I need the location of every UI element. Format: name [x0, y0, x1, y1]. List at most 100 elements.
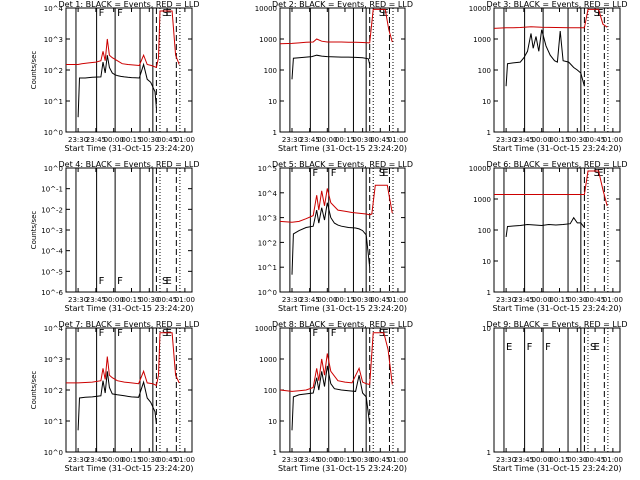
y-tick-label: 10^1	[44, 418, 63, 426]
flag-annotation: F	[545, 342, 551, 353]
flag-annotation: S	[162, 276, 168, 287]
x-axis-label: Start Time (31-Oct-15 23:24:20)	[64, 144, 193, 153]
x-tick-label: 00:45	[157, 136, 177, 144]
x-tick-label: 23:30	[68, 136, 88, 144]
x-tick-label: 00:30	[139, 296, 159, 304]
y-axis-label: Counts/sec	[30, 211, 38, 250]
x-tick-label: 01:00	[388, 136, 408, 144]
flag-annotation: F	[117, 8, 123, 19]
y-tick-label: 10^2	[44, 387, 63, 395]
y-tick-label: 100	[478, 227, 491, 235]
x-tick-label: 01:00	[603, 456, 623, 464]
x-tick-label: 00:15	[549, 296, 569, 304]
flag-annotation: E	[166, 276, 172, 287]
x-tick-label: 00:45	[370, 456, 390, 464]
x-tick-label: 00:45	[157, 296, 177, 304]
series-line-events	[77, 55, 157, 118]
y-tick-label: 10^3	[258, 215, 277, 223]
x-axis-label: Start Time (31-Oct-15 23:24:20)	[278, 304, 407, 313]
x-tick-label: 23:45	[300, 296, 320, 304]
x-axis-label: Start Time (31-Oct-15 23:24:20)	[492, 464, 621, 473]
y-tick-label: 100	[264, 67, 277, 75]
y-tick-label: 10^5	[258, 165, 277, 173]
flag-annotation: S	[379, 168, 385, 179]
panel-det-9: Det 9: BLACK = Events, RED = LLD 1 10 23:30…	[482, 320, 627, 473]
flag-annotation: S	[594, 168, 600, 179]
x-tick-label: 23:30	[282, 136, 302, 144]
flag-annotation: E	[166, 328, 172, 339]
x-tick-label: 00:15	[121, 136, 141, 144]
x-tick-label: 01:00	[175, 136, 195, 144]
series-line-lld	[493, 8, 608, 29]
y-tick-label: 10	[482, 325, 491, 333]
x-tick-label: 00:15	[549, 136, 569, 144]
flag-annotation: F	[99, 328, 105, 339]
panel-det-2: Det 2: BLACK = Events, RED = LLD 1 10 100 10…	[255, 0, 413, 153]
y-tick-label: 10^0	[44, 129, 63, 137]
y-tick-label: 1000	[259, 36, 277, 44]
panel-det-4: Det 4: BLACK = Events, RED = LLD 10^-6 10^…	[30, 160, 199, 313]
x-tick-label: 00:15	[335, 136, 355, 144]
x-tick-label: 23:30	[282, 456, 302, 464]
y-tick-label: 10^2	[44, 67, 63, 75]
plot-frame	[65, 167, 193, 293]
x-axis-label: Start Time (31-Oct-15 23:24:20)	[492, 144, 621, 153]
x-tick-label: 00:15	[549, 456, 569, 464]
series-line-lld	[279, 184, 393, 223]
y-tick-label: 10^3	[44, 36, 63, 44]
x-tick-label: 00:00	[104, 456, 124, 464]
y-tick-label: 10^3	[44, 356, 63, 364]
y-tick-label: 1	[487, 129, 491, 137]
flag-annotation: E	[506, 342, 512, 353]
panel-title: Det 9: BLACK = Events, RED = LLD	[487, 320, 628, 329]
x-tick-label: 00:30	[567, 456, 587, 464]
panel-title: Det 3: BLACK = Events, RED = LLD	[487, 0, 628, 9]
x-axis-label: Start Time (31-Oct-15 23:24:20)	[64, 464, 193, 473]
flag-annotation: E	[166, 8, 172, 19]
y-tick-label: 10^4	[44, 325, 64, 333]
panel-title: Det 4: BLACK = Events, RED = LLD	[59, 160, 200, 169]
y-tick-label: 10	[268, 98, 277, 106]
flag-annotation: E	[594, 342, 600, 353]
panel-det-8: Det 8: BLACK = Events, RED = LLD 1 10 100 10…	[255, 320, 413, 473]
y-tick-label: 10000	[469, 5, 491, 13]
y-tick-label: 10000	[469, 165, 491, 173]
x-axis-label: Start Time (31-Oct-15 23:24:20)	[64, 304, 193, 313]
y-tick-label: 1	[273, 129, 277, 137]
x-tick-label: 23:30	[68, 296, 88, 304]
series-line-events	[291, 365, 371, 431]
x-tick-label: 23:45	[86, 136, 106, 144]
x-tick-label: 00:30	[139, 456, 159, 464]
flag-annotation: F	[312, 328, 318, 339]
x-tick-label: 23:30	[496, 456, 516, 464]
x-tick-label: 00:00	[104, 296, 124, 304]
series-line-lld	[279, 332, 393, 392]
x-tick-label: 01:00	[603, 136, 623, 144]
y-tick-label: 10^-2	[41, 206, 63, 214]
y-tick-label: 10^-5	[41, 268, 63, 276]
x-tick-label: 23:45	[86, 296, 106, 304]
x-tick-label: 00:00	[317, 136, 337, 144]
x-tick-label: 00:45	[370, 296, 390, 304]
panel-det-1: Det 1: BLACK = Events, RED = LLD 10^0 10^1…	[30, 0, 199, 153]
x-tick-label: 00:00	[532, 456, 552, 464]
y-tick-label: 1000	[473, 36, 491, 44]
flag-annotation: E	[382, 328, 388, 339]
flag-annotation: S	[379, 328, 385, 339]
y-tick-label: 1000	[473, 196, 491, 204]
y-tick-label: 10000	[255, 325, 277, 333]
x-tick-label: 00:30	[567, 136, 587, 144]
x-tick-label: 01:00	[175, 456, 195, 464]
x-axis-label: Start Time (31-Oct-15 23:24:20)	[492, 304, 621, 313]
x-tick-label: 00:30	[353, 136, 373, 144]
x-tick-label: 00:15	[335, 456, 355, 464]
x-tick-label: 00:45	[585, 456, 605, 464]
flag-annotation: F	[99, 8, 105, 19]
y-tick-label: 10^4	[258, 190, 278, 198]
series-line-lld	[66, 332, 180, 387]
flag-annotation: F	[117, 276, 123, 287]
flag-annotation: S	[590, 342, 596, 353]
x-tick-label: 00:45	[585, 296, 605, 304]
series-line-events	[291, 54, 371, 80]
